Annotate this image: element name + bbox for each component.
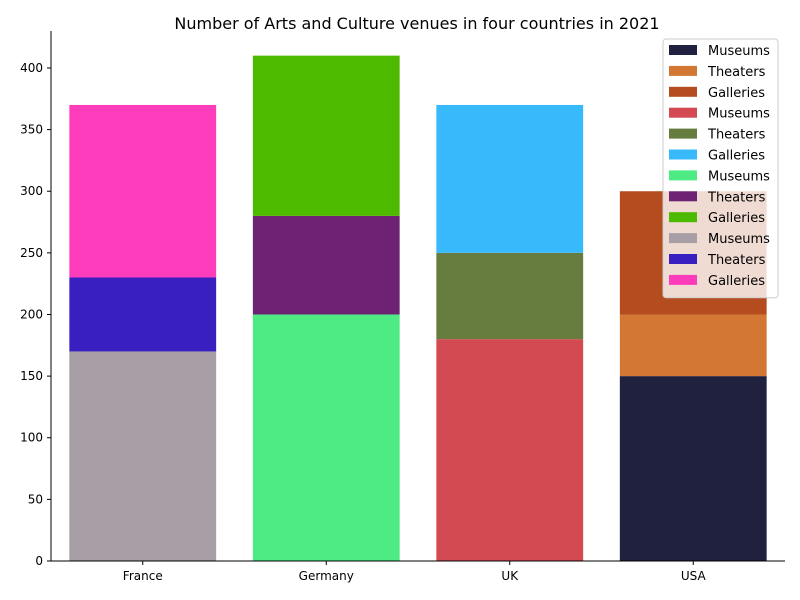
bar-germany-galleries [252,55,400,216]
x-tick-label: France [123,569,163,583]
legend-swatch [669,149,697,160]
chart-title: Number of Arts and Culture venues in fou… [174,14,659,33]
legend-entry: Theaters [707,128,766,143]
legend-entry: Museums [708,44,770,59]
axes-layer: 0 50 100 150 200 250 300 350 400 France Germany UK U… [20,31,785,583]
legend-entry: Museums [708,107,770,122]
legend-swatch [669,212,697,223]
legend-swatch [669,233,697,244]
bar-uk-theaters [436,252,584,340]
y-tick-label: 300 [20,184,43,198]
legend-entry: Galleries [708,211,765,226]
y-tick-label: 100 [20,431,43,445]
legend-entry: Museums [708,232,770,247]
y-tick-label: 350 [20,123,43,137]
bar-france-museums [69,351,217,561]
legend-entry: Theaters [707,253,766,268]
x-tick-label: UK [501,569,519,583]
bar-uk-museums [436,339,584,561]
y-tick-label: 250 [20,246,43,260]
legend-entry: Museums [708,169,770,184]
x-tick-label: Germany [299,569,354,583]
y-tick-label: 0 [35,554,43,568]
legend-entry: Galleries [708,149,765,164]
bar-uk-galleries [436,104,584,253]
bar-germany-museums [252,314,400,561]
bar-france-galleries [69,104,217,278]
legend-swatch [669,45,697,55]
x-tick-label: USA [681,569,707,583]
legend-swatch [669,170,697,181]
bar-usa-museums [619,376,767,561]
legend-swatch [669,86,697,97]
bar-germany-theaters [252,215,400,315]
bar-usa-theaters [619,314,767,377]
legend-swatch [669,274,697,285]
legend-swatch [669,254,697,264]
bar-france-theaters [69,277,217,352]
legend-frame [662,38,779,299]
legend-entry: Galleries [708,86,765,101]
y-tick-label: 200 [20,307,43,321]
legend-swatch [669,65,697,76]
legend: Museums Theaters Galleries Museums Theaters G… [662,38,779,299]
legend-entry: Theaters [707,190,766,205]
y-tick-label: 50 [28,492,43,506]
y-tick-label: 150 [20,369,43,383]
legend-swatch [669,107,697,118]
legend-swatch [669,128,697,139]
legend-entry: Galleries [708,274,765,289]
y-tick-label: 400 [20,61,43,75]
legend-entry: Theaters [707,65,766,80]
legend-swatch [669,191,697,202]
